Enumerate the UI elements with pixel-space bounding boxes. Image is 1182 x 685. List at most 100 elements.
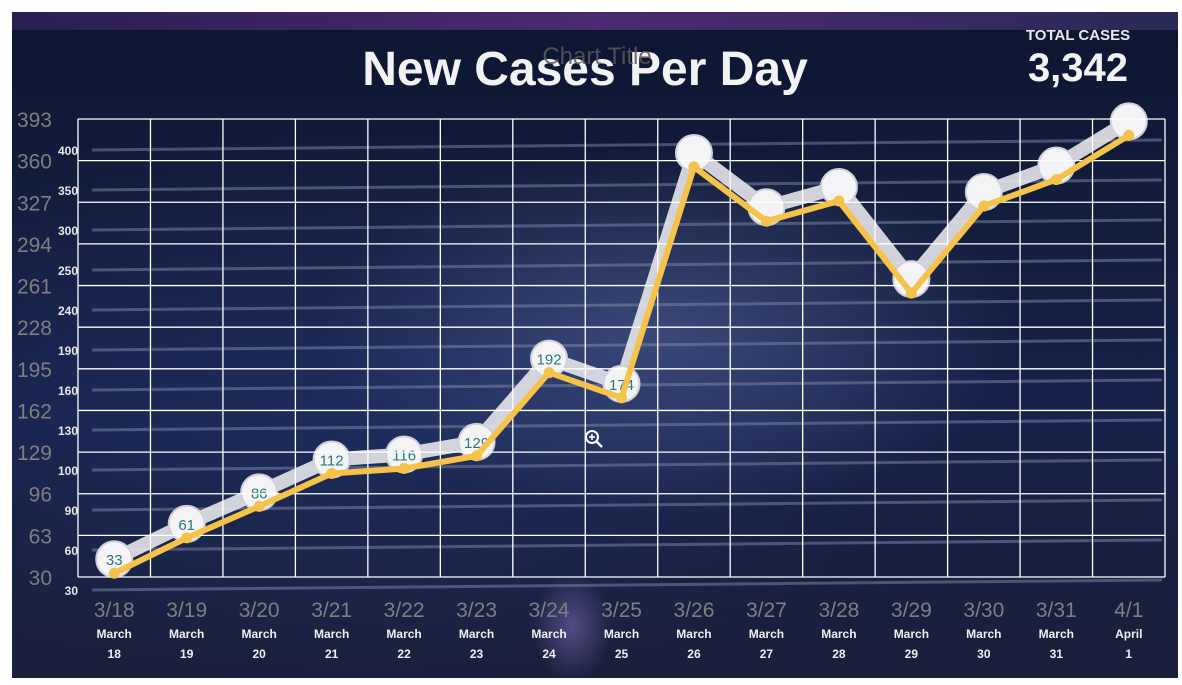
photo-gridline xyxy=(91,298,1163,312)
y-tick-label: 63 xyxy=(29,525,52,548)
photo-gridline xyxy=(91,138,1163,152)
photo-y-tick: 30 xyxy=(65,584,79,598)
photo-y-tick: 400 xyxy=(58,144,78,158)
photo-x-label-month: March xyxy=(386,627,421,641)
photo-x-label-day: 18 xyxy=(108,647,122,661)
photo-gridline xyxy=(91,538,1163,552)
photo-y-tick: 240 xyxy=(58,304,78,318)
x-tick-label: 3/20 xyxy=(239,599,280,622)
x-tick-label: 3/27 xyxy=(746,599,787,622)
photo-x-label-month: March xyxy=(604,627,639,641)
photo-x-label-month: March xyxy=(676,627,711,641)
photo-y-tick: 350 xyxy=(58,184,78,198)
x-tick-label: 3/26 xyxy=(674,599,715,622)
series-point xyxy=(1050,174,1062,186)
x-tick-label: 3/25 xyxy=(601,599,642,622)
photo-point-label: 116 xyxy=(392,447,416,464)
photo-y-tick: 250 xyxy=(58,264,78,278)
x-tick-label: 3/23 xyxy=(456,599,497,622)
series-point xyxy=(760,215,772,227)
photo-y-tick: 130 xyxy=(58,424,78,438)
series-point xyxy=(543,367,555,379)
photo-y-tick: 60 xyxy=(65,544,79,558)
series-point xyxy=(978,200,990,212)
x-tick-label: 3/19 xyxy=(166,599,207,622)
series-point xyxy=(398,462,410,474)
photo-x-label-day: 25 xyxy=(615,647,629,661)
y-tick-label: 393 xyxy=(17,109,52,132)
series-point xyxy=(616,392,627,404)
photo-x-label-day: 27 xyxy=(760,647,774,661)
series-point xyxy=(1123,129,1135,141)
photo-x-label-month: March xyxy=(821,627,856,641)
y-tick-label: 360 xyxy=(17,151,52,174)
x-tick-label: 3/24 xyxy=(529,599,570,622)
y-tick-label: 228 xyxy=(17,317,52,340)
photo-y-tick: 160 xyxy=(58,384,78,398)
chart-title: Chart Title xyxy=(542,43,651,70)
y-tick-label: 162 xyxy=(17,400,52,423)
photo-x-label-day: 23 xyxy=(470,647,484,661)
series-point xyxy=(181,532,193,544)
series-point xyxy=(688,161,700,173)
photo-x-label-month: March xyxy=(169,627,204,641)
photo-x-label-month: March xyxy=(241,627,276,641)
photo-gridline xyxy=(91,218,1163,232)
photo-x-label-month: March xyxy=(1039,627,1074,641)
photo-glare xyxy=(532,572,612,678)
x-tick-label: 3/18 xyxy=(94,599,135,622)
photo-x-label-day: 29 xyxy=(905,647,919,661)
background-photo xyxy=(12,12,1178,678)
y-axis: 30 63 96 129 162 195 228 261 294 327 360 393 xyxy=(17,109,52,590)
photo-top-stripe xyxy=(12,12,1178,30)
y-tick-label: 327 xyxy=(17,192,52,215)
series-point xyxy=(326,468,338,480)
photo-point-label: 33 xyxy=(106,552,123,569)
photo-x-label-day: 1 xyxy=(1125,647,1132,661)
photo-x-label-month: April xyxy=(1115,627,1142,641)
y-tick-label: 96 xyxy=(29,484,52,507)
photo-x-label-day: 24 xyxy=(542,647,556,661)
photo-x-label-day: 26 xyxy=(687,647,701,661)
photo-y-ticks: 400 350 300 250 240 190 160 130 100 90 60 30 xyxy=(58,144,78,598)
photo-gridline xyxy=(91,458,1163,472)
total-cases-value: 3,342 xyxy=(1028,46,1128,90)
x-axis: 3/18 3/19 3/20 3/21 3/22 3/23 3/24 3/25 3/26 3/27… xyxy=(94,599,1144,622)
photo-point-label: 192 xyxy=(537,352,562,369)
photo-gridline xyxy=(91,498,1163,512)
photo-x-label-month: March xyxy=(314,627,349,641)
photo-point-label: 61 xyxy=(178,517,195,534)
zoom-cursor-icon xyxy=(585,430,603,448)
photo-x-label-month: March xyxy=(531,627,566,641)
photo-x-label-month: March xyxy=(749,627,784,641)
photo-x-label-month: March xyxy=(966,627,1001,641)
y-tick-label: 195 xyxy=(17,359,52,382)
photo-x-label-month: March xyxy=(97,627,132,641)
photo-gridline xyxy=(91,578,1163,592)
series-point xyxy=(833,195,845,207)
photo-point-label: 112 xyxy=(320,453,344,470)
photo-x-label-month: March xyxy=(459,627,494,641)
series-point xyxy=(905,287,917,299)
photo-y-tick: 300 xyxy=(58,224,78,238)
x-tick-label: 3/31 xyxy=(1036,599,1077,622)
series-points xyxy=(108,129,1135,579)
x-tick-label: 3/28 xyxy=(818,599,859,622)
photo-x-label-day: 21 xyxy=(325,647,339,661)
photo-y-tick: 90 xyxy=(65,504,79,518)
photo-x-label-day: 19 xyxy=(180,647,194,661)
x-tick-label: 3/29 xyxy=(891,599,932,622)
photo-x-label-day: 22 xyxy=(397,647,411,661)
photo-y-tick: 100 xyxy=(58,464,78,478)
photo-x-labels: March 18 March 19 March 20 March 21 March 22 March… xyxy=(97,627,1143,661)
x-tick-label: 3/21 xyxy=(311,599,352,622)
photo-y-tick: 190 xyxy=(58,344,78,358)
series-point xyxy=(108,567,120,579)
photo-x-label-day: 28 xyxy=(832,647,846,661)
y-tick-label: 294 xyxy=(17,234,52,257)
series-point xyxy=(471,450,483,462)
photo-gridline xyxy=(91,258,1163,272)
photo-gridline xyxy=(91,418,1163,432)
photo-x-label-day: 30 xyxy=(977,647,991,661)
